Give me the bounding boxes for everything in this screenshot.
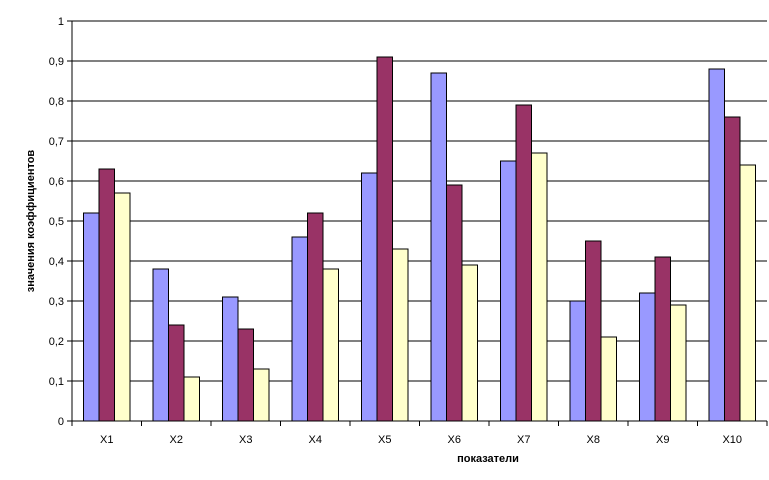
bar [322, 268, 339, 422]
x-tick-label: X2 [170, 434, 183, 446]
bar [98, 168, 115, 422]
x-tick-label: X7 [517, 434, 530, 446]
x-tick-label: X4 [309, 434, 322, 446]
bar [83, 212, 100, 422]
x-tick-label: X10 [722, 434, 742, 446]
axes [67, 20, 768, 426]
bars [83, 56, 756, 422]
x-tick-label: X9 [656, 434, 669, 446]
bar [291, 236, 308, 422]
y-tick-label: 0,3 [49, 296, 64, 308]
y-tick-label: 0,9 [49, 56, 64, 68]
x-axis-title: показатели [457, 453, 519, 465]
bar [654, 256, 671, 422]
bar [183, 376, 200, 422]
bar [430, 72, 447, 422]
bar [639, 292, 656, 422]
bar [307, 212, 324, 422]
bar [708, 68, 725, 422]
bar [569, 300, 586, 422]
bar [392, 248, 409, 422]
bar [600, 336, 617, 422]
bar [531, 152, 548, 422]
y-axis-title: значения коэффициентов [25, 150, 37, 293]
bar [253, 368, 270, 422]
bar [114, 192, 131, 422]
bar [168, 324, 185, 422]
y-tick-labels: 0 0,1 0,2 0,3 0,4 0,5 0,6 0,7 0,8 0,9 1 [49, 16, 64, 428]
bar [376, 56, 393, 422]
y-tick-label: 0,7 [49, 136, 64, 148]
bar [361, 172, 378, 422]
bar [500, 160, 517, 422]
x-tick-label: X5 [378, 434, 391, 446]
y-tick-label: 0,5 [49, 216, 64, 228]
y-tick-label: 1 [58, 16, 64, 28]
y-tick-label: 0,2 [49, 336, 64, 348]
x-tick-labels: X1 X2 X3 X4 X5 X6 X7 X8 X9 X10 [100, 434, 742, 446]
x-tick-label: X6 [448, 434, 461, 446]
gridlines [72, 20, 767, 382]
bar [670, 304, 687, 422]
y-tick-label: 0,4 [49, 256, 64, 268]
y-tick-label: 0,8 [49, 96, 64, 108]
bar [515, 104, 532, 422]
bar [724, 116, 741, 422]
bar [222, 296, 239, 422]
y-tick-label: 0,6 [49, 176, 64, 188]
bar [585, 240, 602, 422]
bar [739, 164, 756, 422]
y-tick-label: 0,1 [49, 376, 64, 388]
y-tick-label: 0 [58, 416, 64, 428]
bar [461, 264, 478, 422]
bar [237, 328, 254, 422]
x-tick-label: X1 [100, 434, 113, 446]
bar [446, 184, 463, 422]
bar [152, 268, 169, 422]
x-tick-label: X3 [239, 434, 252, 446]
x-tick-label: X8 [587, 434, 600, 446]
